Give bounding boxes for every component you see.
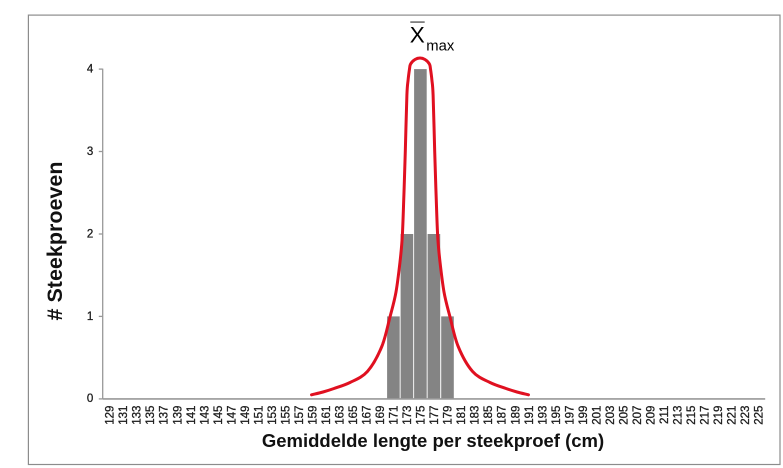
svg-text:199: 199 xyxy=(578,406,590,425)
svg-text:179: 179 xyxy=(443,406,455,425)
svg-text:139: 139 xyxy=(172,406,184,425)
svg-text:169: 169 xyxy=(375,406,387,425)
svg-text:167: 167 xyxy=(362,406,374,425)
svg-text:205: 205 xyxy=(618,406,630,425)
svg-text:187: 187 xyxy=(497,406,509,425)
svg-text:Gemiddelde lengte per steekpro: Gemiddelde lengte per steekproef (cm) xyxy=(262,430,604,451)
svg-text:201: 201 xyxy=(591,406,603,425)
svg-text:175: 175 xyxy=(416,406,428,425)
svg-text:181: 181 xyxy=(456,406,468,425)
svg-text:1: 1 xyxy=(87,311,93,323)
svg-text:213: 213 xyxy=(673,406,685,425)
svg-text:149: 149 xyxy=(240,406,252,425)
svg-text:191: 191 xyxy=(524,406,536,425)
svg-text:197: 197 xyxy=(564,406,576,425)
svg-text:4: 4 xyxy=(87,63,94,75)
svg-text:207: 207 xyxy=(632,406,644,425)
svg-text:0: 0 xyxy=(87,393,93,405)
svg-text:151: 151 xyxy=(253,406,265,425)
svg-text:157: 157 xyxy=(294,406,306,425)
svg-text:217: 217 xyxy=(700,406,712,425)
svg-text:185: 185 xyxy=(483,406,495,425)
svg-text:141: 141 xyxy=(186,406,198,425)
svg-text:221: 221 xyxy=(727,406,739,425)
svg-text:177: 177 xyxy=(429,406,441,425)
svg-text:137: 137 xyxy=(159,406,171,425)
svg-text:189: 189 xyxy=(510,406,522,425)
svg-text:155: 155 xyxy=(280,406,292,425)
svg-text:223: 223 xyxy=(740,406,752,425)
svg-text:133: 133 xyxy=(132,406,144,425)
svg-text:173: 173 xyxy=(402,406,414,425)
svg-text:193: 193 xyxy=(537,406,549,425)
svg-text:211: 211 xyxy=(659,406,671,424)
svg-text:135: 135 xyxy=(145,406,157,425)
svg-text:2: 2 xyxy=(87,228,93,240)
svg-text:143: 143 xyxy=(199,406,211,425)
svg-text:159: 159 xyxy=(308,406,320,425)
svg-text:129: 129 xyxy=(105,406,117,425)
svg-text:161: 161 xyxy=(321,406,333,425)
svg-text:163: 163 xyxy=(335,406,347,425)
svg-text:203: 203 xyxy=(605,406,617,425)
svg-text:153: 153 xyxy=(267,406,279,425)
svg-text:219: 219 xyxy=(713,406,725,425)
svg-text:max: max xyxy=(426,39,455,55)
svg-text:183: 183 xyxy=(470,406,482,425)
svg-text:165: 165 xyxy=(348,406,360,425)
svg-text:145: 145 xyxy=(213,406,225,425)
svg-text:3: 3 xyxy=(87,146,93,158)
svg-text:195: 195 xyxy=(551,406,563,425)
svg-text:147: 147 xyxy=(226,406,238,425)
svg-text:215: 215 xyxy=(686,406,698,425)
svg-text:225: 225 xyxy=(754,406,766,425)
svg-text:# Steekproeven: # Steekproeven xyxy=(43,162,67,321)
svg-text:209: 209 xyxy=(646,406,658,425)
svg-text:131: 131 xyxy=(118,406,130,425)
svg-text:171: 171 xyxy=(389,406,401,425)
svg-text:X: X xyxy=(410,22,425,47)
